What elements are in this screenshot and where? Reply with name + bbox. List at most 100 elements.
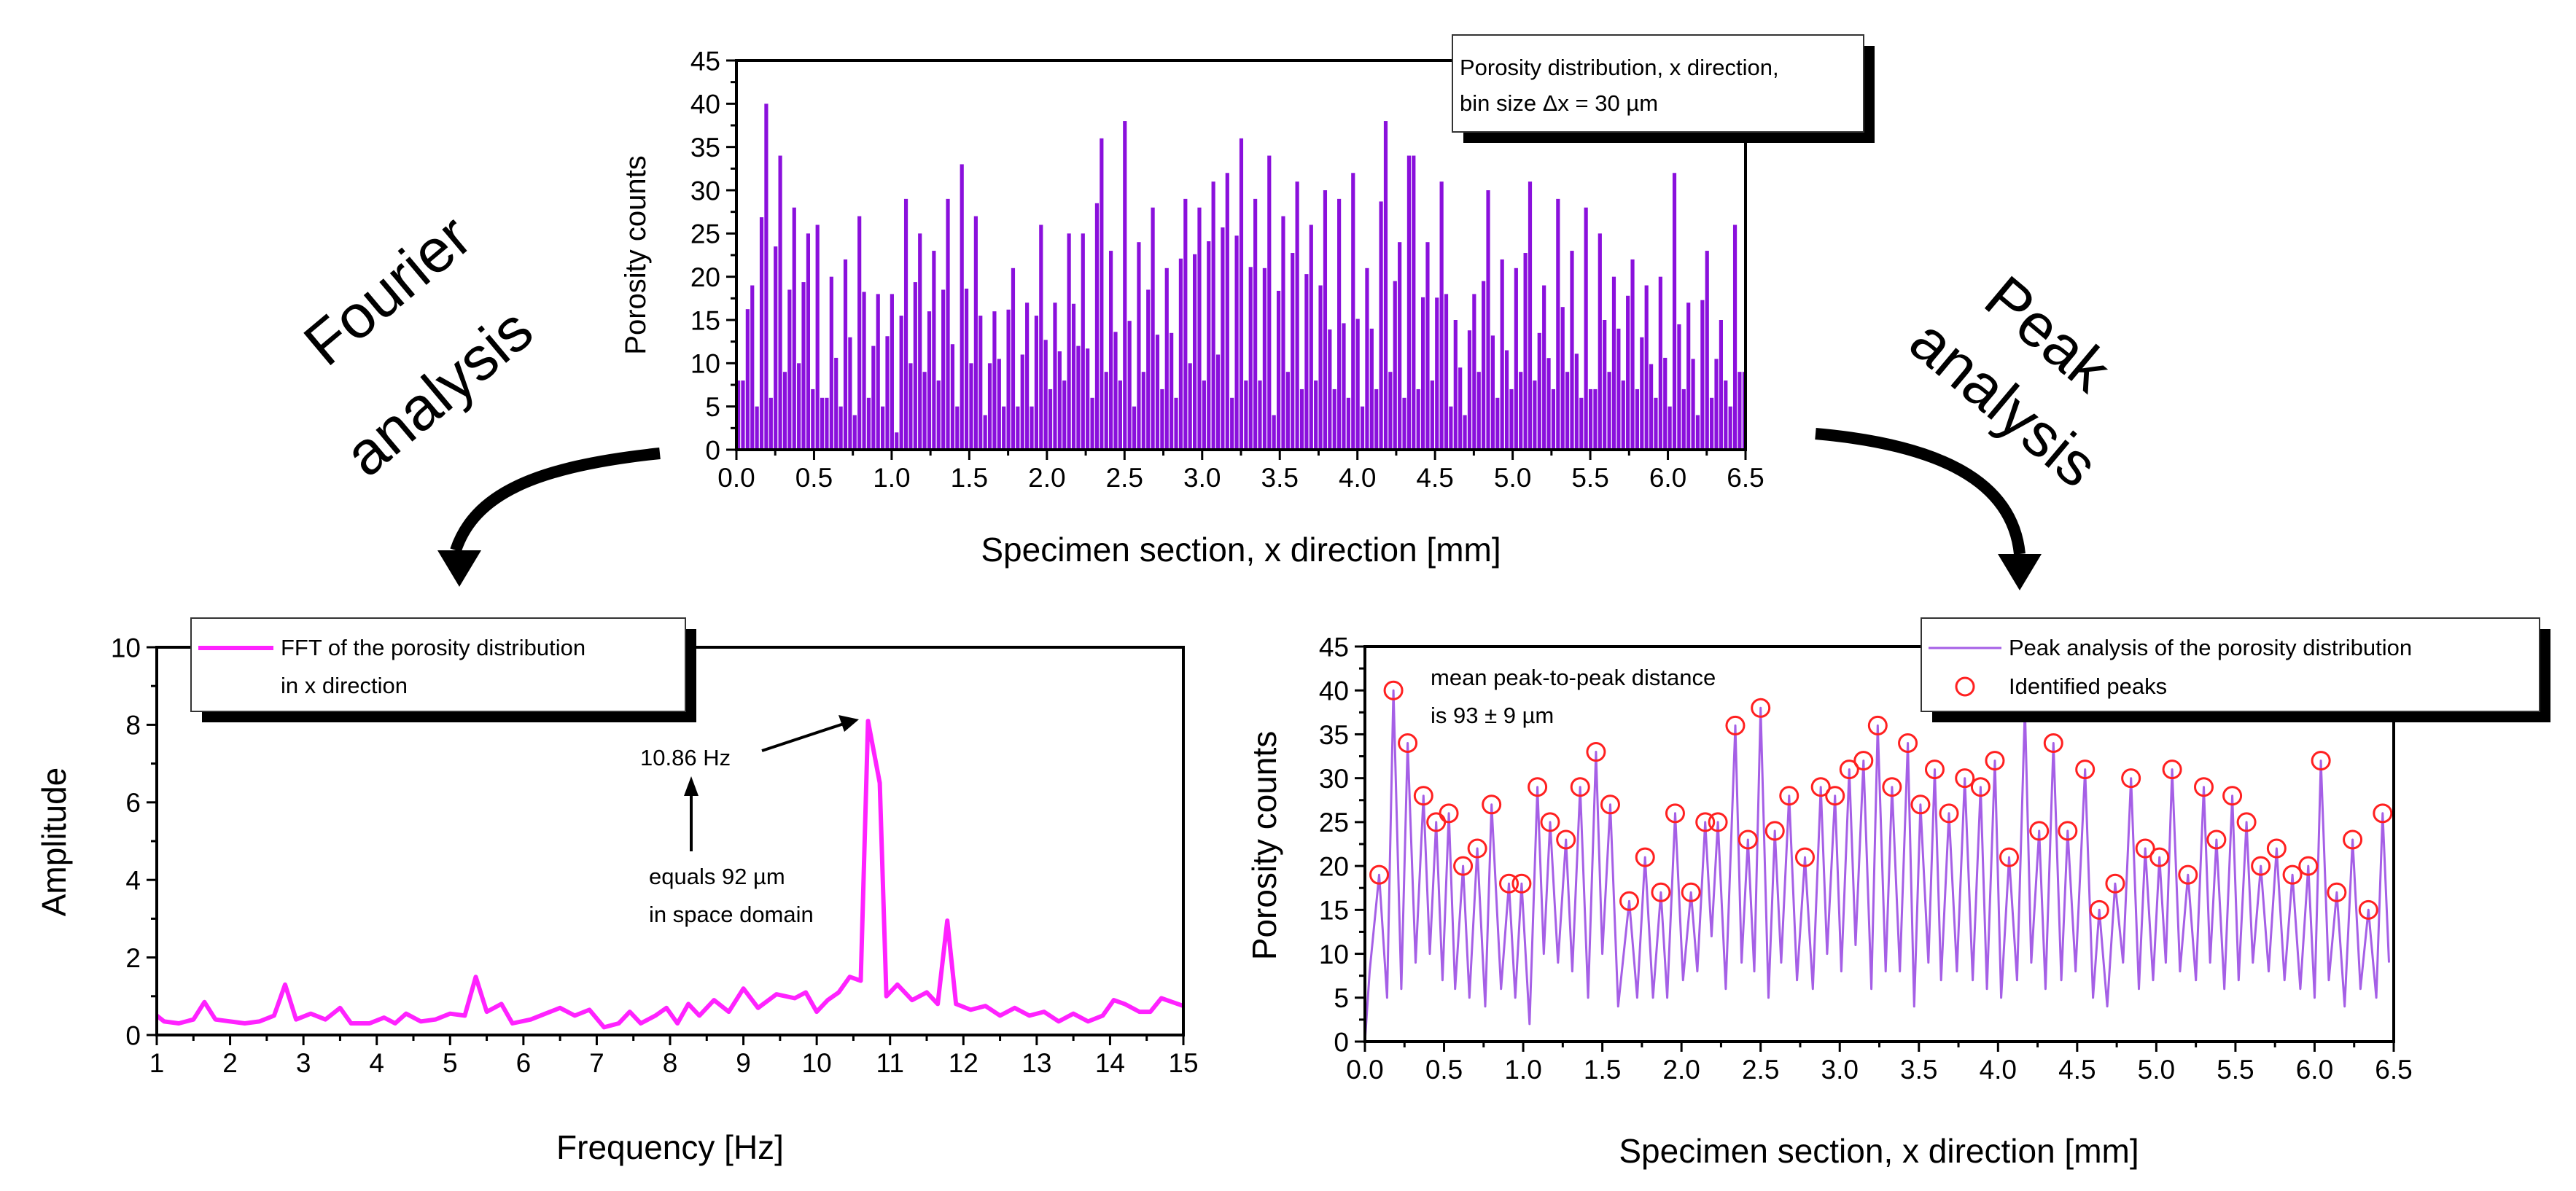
peak-markers — [1369, 680, 2393, 920]
histogram-bar — [1291, 253, 1295, 450]
peak-marker — [2043, 733, 2063, 753]
peak-marker — [1794, 847, 1815, 867]
peak-marker — [1751, 698, 1771, 718]
histogram-bar — [1025, 302, 1030, 450]
histogram-x-tick-label: 1.5 — [951, 463, 988, 493]
histogram-bar — [1542, 285, 1546, 450]
peak-annotation-line2: is 93 ± 9 µm — [1431, 703, 1554, 728]
histogram-bar — [1188, 363, 1192, 450]
histogram-bar — [1439, 181, 1444, 450]
peak-marker — [2358, 899, 2378, 920]
peak-marker — [2206, 829, 2227, 850]
histogram-x-tick-label: 4.5 — [1416, 463, 1453, 493]
histogram-bar — [1490, 335, 1495, 450]
histogram-bar — [1724, 380, 1728, 450]
histogram-bar — [792, 207, 796, 450]
peak-marker — [1439, 803, 1459, 824]
histogram-bar — [1342, 323, 1346, 450]
peak-y-tick-label: 15 — [1319, 896, 1349, 926]
histogram-bar — [1039, 224, 1043, 450]
histogram-y-tick-label: 35 — [690, 133, 720, 163]
histogram-bar — [955, 406, 960, 450]
histogram-bar — [750, 285, 755, 450]
peak-marker — [2266, 838, 2287, 859]
peak-y-tick-label: 35 — [1319, 720, 1349, 750]
peak-marker — [1482, 794, 1502, 815]
fft-peak-label: 10.86 Hz — [640, 745, 731, 770]
histogram-bar — [1081, 233, 1085, 450]
histogram-legend-line2: bin size Δx = 30 µm — [1460, 90, 1658, 116]
histogram-bar — [1658, 276, 1662, 450]
peak-marker — [2178, 864, 2198, 885]
peak-marker — [1398, 733, 1418, 753]
histogram-bar — [1127, 321, 1132, 450]
histogram-bar — [1570, 251, 1574, 450]
histogram-bar — [1360, 406, 1365, 450]
histogram-y-tick-label: 15 — [690, 305, 720, 335]
histogram-bar — [1020, 354, 1024, 450]
histogram-bar — [1420, 297, 1425, 450]
histogram-x-tick-label: 1.0 — [873, 463, 910, 493]
histogram-bar — [1588, 388, 1593, 450]
histogram-bar — [885, 336, 890, 450]
histogram-y-tick-label: 25 — [690, 219, 720, 249]
histogram-bar — [1738, 372, 1742, 450]
histogram-y-axis-title: Porosity counts — [620, 155, 652, 354]
peak-x-tick-label: 3.5 — [1900, 1055, 1937, 1085]
histogram-bar — [1248, 267, 1253, 450]
peak-marker — [2236, 812, 2257, 832]
histogram-bar — [866, 397, 871, 450]
peak-marker — [1764, 821, 1785, 841]
histogram-bar — [895, 432, 899, 450]
fft-y-tick-label: 6 — [125, 788, 141, 818]
histogram-y-tick-label: 20 — [690, 262, 720, 292]
histogram-bar — [1170, 332, 1174, 450]
histogram-bar — [1146, 289, 1151, 450]
fft-x-tick-label: 8 — [663, 1048, 678, 1078]
peak-marker — [1600, 794, 1620, 815]
histogram-bar — [1067, 233, 1071, 450]
peak-marker — [1540, 812, 1560, 832]
histogram-bar — [1234, 235, 1239, 450]
fourier-arrow: Fourier analysis — [291, 201, 661, 587]
histogram-bar — [1495, 397, 1500, 450]
peak-marker — [1853, 751, 1874, 771]
histogram-bar — [1677, 324, 1681, 450]
peak-marker — [1999, 847, 2020, 867]
histogram-bar — [1094, 203, 1100, 450]
peak-x-tick-label: 4.5 — [2058, 1055, 2096, 1085]
histogram-bar — [1626, 295, 1630, 450]
histogram-bar — [1565, 372, 1570, 450]
histogram-bar — [768, 397, 773, 450]
histogram-bar — [1100, 138, 1104, 450]
histogram-bar — [759, 217, 764, 450]
histogram-bar — [1728, 406, 1732, 450]
histogram-bar — [983, 415, 987, 450]
histogram-bar — [1118, 380, 1122, 450]
histogram-bar — [1151, 207, 1155, 450]
histogram-bar — [973, 216, 978, 450]
fft-note-line1: equals 92 µm — [649, 864, 785, 889]
histogram-bar — [1425, 242, 1430, 450]
histogram-bar — [1393, 281, 1397, 450]
histogram-bar — [997, 359, 1001, 450]
histogram-bar — [1574, 354, 1579, 450]
peak-marker — [2194, 777, 2214, 797]
histogram-bar — [806, 233, 811, 450]
histogram-bar — [862, 292, 866, 450]
fft-y-tick-label: 4 — [125, 866, 141, 896]
histogram-bar — [1551, 388, 1556, 450]
histogram-bar — [1309, 224, 1313, 450]
peak-marker — [1413, 786, 1433, 806]
histogram-bar — [1076, 345, 1081, 450]
fft-x-tick-label: 9 — [736, 1048, 751, 1078]
peak-x-tick-label: 3.0 — [1821, 1055, 1859, 1085]
histogram-bar — [1528, 181, 1533, 450]
histogram-legend: Porosity distribution, x direction, bin … — [1452, 34, 1875, 143]
histogram-x-tick-label: 6.5 — [1727, 463, 1764, 493]
histogram-bar — [964, 288, 969, 450]
histogram-bar — [1681, 388, 1686, 450]
histogram-bar — [1672, 173, 1677, 450]
histogram-x-axis-title: Specimen section, x direction [mm] — [981, 531, 1501, 569]
peak-marker — [1586, 742, 1606, 762]
